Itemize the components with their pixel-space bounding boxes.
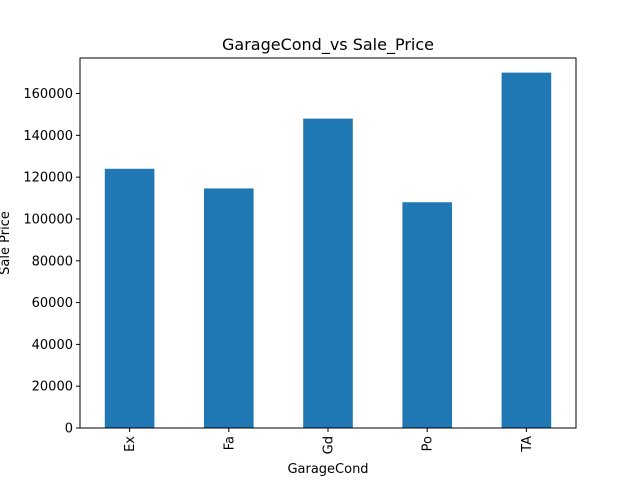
chart-title: GarageCond_vs Sale_Price: [222, 35, 434, 55]
y-tick-label: 60000: [32, 296, 73, 311]
bar-fa: [204, 188, 254, 428]
x-tick-label: Fa: [222, 436, 237, 450]
y-axis-label: Sale Price: [0, 211, 13, 275]
y-tick-label: 120000: [23, 171, 73, 186]
x-tick-label: TA: [520, 436, 535, 453]
bar-gd: [303, 118, 353, 429]
y-tick-label: 160000: [23, 87, 73, 102]
bar-ta: [501, 72, 552, 429]
y-tick-label: 0: [65, 422, 73, 437]
y-tick-label: 140000: [23, 129, 73, 144]
x-tick-label: Po: [421, 436, 436, 451]
y-tick-label: 100000: [23, 212, 73, 227]
y-tick-label: 80000: [32, 254, 73, 269]
bar-po: [402, 202, 452, 428]
bar-ex: [104, 168, 155, 428]
y-tick-label: 40000: [32, 338, 73, 353]
x-tick-label: Ex: [123, 436, 138, 452]
plot-frame: [79, 57, 577, 429]
plot-area: 0 20000 40000 60000 80000 100000 120000 140000 1…: [23, 72, 552, 454]
x-axis-label: GarageCond: [287, 462, 368, 477]
x-tick-label: Gd: [322, 436, 337, 454]
y-tick-label: 20000: [32, 380, 73, 395]
